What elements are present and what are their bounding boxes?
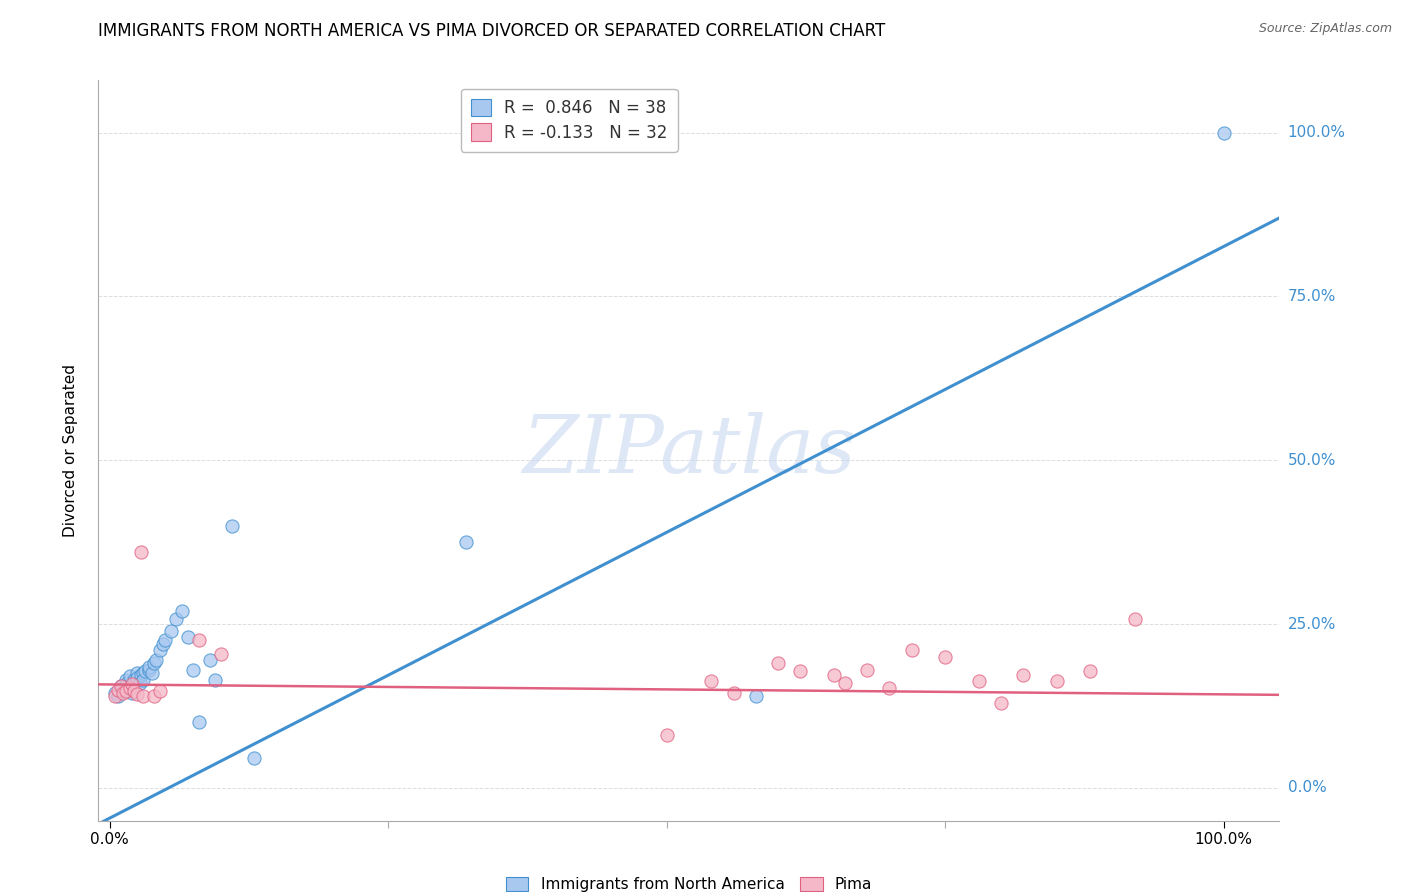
Point xyxy=(127,666,149,681)
Point xyxy=(834,676,856,690)
Point xyxy=(111,682,134,697)
Point xyxy=(121,686,143,700)
Point xyxy=(149,684,172,698)
Point xyxy=(115,673,138,687)
Text: 50.0%: 50.0% xyxy=(1288,453,1336,467)
Point xyxy=(187,633,209,648)
Point xyxy=(121,677,143,691)
Point xyxy=(1078,665,1101,679)
Point xyxy=(122,673,145,687)
Point xyxy=(204,673,226,687)
Point xyxy=(110,679,132,693)
Point xyxy=(152,637,174,651)
Point xyxy=(243,751,266,765)
Point xyxy=(745,689,768,703)
Point xyxy=(107,689,129,703)
Point xyxy=(127,687,149,701)
Point xyxy=(132,689,155,703)
Point xyxy=(132,666,155,681)
Point xyxy=(111,686,134,700)
Point xyxy=(990,696,1012,710)
Point xyxy=(122,684,145,698)
Point xyxy=(117,676,139,690)
Point xyxy=(104,686,127,700)
Y-axis label: Divorced or Separated: Divorced or Separated xyxy=(63,364,77,537)
Point xyxy=(165,612,187,626)
Point xyxy=(127,671,149,685)
Point xyxy=(209,647,232,661)
Point xyxy=(104,689,127,703)
Point xyxy=(456,535,478,549)
Text: IMMIGRANTS FROM NORTH AMERICA VS PIMA DIVORCED OR SEPARATED CORRELATION CHART: IMMIGRANTS FROM NORTH AMERICA VS PIMA DI… xyxy=(98,22,886,40)
Point xyxy=(655,729,678,743)
Point xyxy=(198,653,221,667)
Point xyxy=(132,673,155,687)
Text: 25.0%: 25.0% xyxy=(1288,616,1336,632)
Point xyxy=(789,665,811,679)
Point xyxy=(856,663,879,677)
Point xyxy=(823,667,845,681)
Point xyxy=(107,682,129,697)
Point xyxy=(160,624,183,638)
Point xyxy=(967,674,990,689)
Point xyxy=(170,604,193,618)
Point xyxy=(900,643,922,657)
Text: Source: ZipAtlas.com: Source: ZipAtlas.com xyxy=(1258,22,1392,36)
Point xyxy=(118,681,141,696)
Point xyxy=(187,715,209,730)
Point xyxy=(1012,667,1035,681)
Point xyxy=(138,659,160,673)
Point xyxy=(128,676,150,690)
Point xyxy=(129,668,152,682)
Point xyxy=(879,681,901,695)
Legend: Immigrants from North America, Pima: Immigrants from North America, Pima xyxy=(499,871,879,892)
Point xyxy=(1123,612,1146,626)
Point xyxy=(143,657,166,671)
Point xyxy=(221,518,243,533)
Point xyxy=(181,663,204,677)
Point xyxy=(110,679,132,693)
Point xyxy=(118,669,141,683)
Point xyxy=(121,679,143,693)
Point xyxy=(700,674,723,689)
Point xyxy=(149,643,172,657)
Text: ZIPatlas: ZIPatlas xyxy=(522,412,856,489)
Text: 0.0%: 0.0% xyxy=(1288,780,1326,796)
Point xyxy=(134,665,156,679)
Text: 75.0%: 75.0% xyxy=(1288,289,1336,304)
Point xyxy=(723,686,745,700)
Point xyxy=(143,689,166,703)
Point xyxy=(176,630,198,644)
Point xyxy=(1212,126,1234,140)
Point xyxy=(138,663,160,677)
Point xyxy=(934,649,956,664)
Text: 100.0%: 100.0% xyxy=(1288,125,1346,140)
Point xyxy=(155,633,177,648)
Point xyxy=(141,666,163,681)
Point xyxy=(145,653,167,667)
Point xyxy=(1046,674,1069,689)
Point xyxy=(129,545,152,559)
Point xyxy=(766,657,789,671)
Point xyxy=(115,684,138,698)
